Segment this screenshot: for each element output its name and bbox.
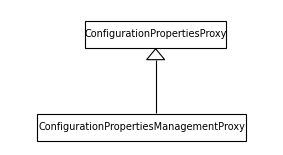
Bar	[85, 20, 226, 48]
Text: ConfigurationPropertiesManagementProxy: ConfigurationPropertiesManagementProxy	[38, 122, 245, 132]
Text: ConfigurationPropertiesProxy: ConfigurationPropertiesProxy	[84, 29, 227, 39]
Polygon shape	[147, 49, 165, 60]
Bar	[37, 113, 246, 141]
